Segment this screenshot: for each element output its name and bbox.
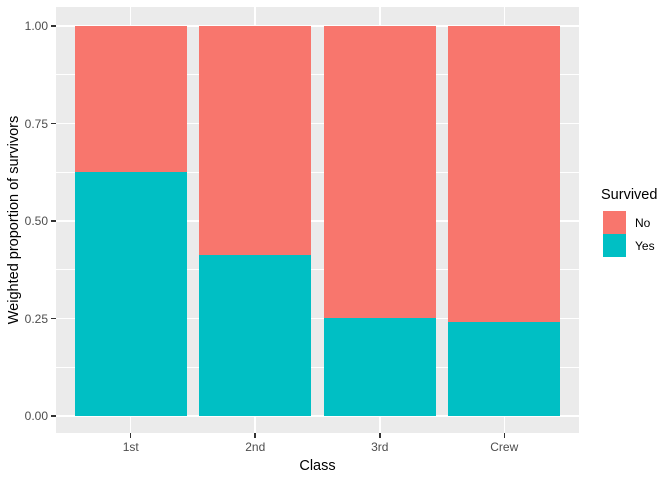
gridline-major xyxy=(56,415,579,417)
y-tick-mark xyxy=(51,415,56,417)
bar-segment-yes xyxy=(199,254,312,416)
bar-1st xyxy=(74,26,187,416)
bar-2nd xyxy=(199,26,312,416)
y-tick-mark xyxy=(51,317,56,320)
legend-entry-yes: Yes xyxy=(603,234,657,257)
gridline-minor xyxy=(56,269,579,271)
y-tick-label: 1.00 xyxy=(24,19,48,33)
legend-label: Yes xyxy=(635,238,655,253)
x-tick-mark xyxy=(129,433,132,438)
bar-segment-yes xyxy=(323,317,436,416)
legend-label: No xyxy=(635,215,651,230)
x-tick-label: 3rd xyxy=(371,440,389,454)
y-tick-mark xyxy=(51,25,56,27)
legend-key-swatch xyxy=(603,211,626,234)
gridline-minor xyxy=(56,74,579,76)
gridline-minor xyxy=(56,366,579,368)
legend: Survived No Yes xyxy=(601,187,657,257)
x-tick-label: 1st xyxy=(122,440,139,454)
x-axis-title: Class xyxy=(299,458,336,474)
bar-segment-no xyxy=(199,26,312,255)
gridline-major xyxy=(56,25,579,27)
bar-segment-no xyxy=(323,26,436,318)
bar-segment-yes xyxy=(74,172,187,416)
legend-entries: No Yes xyxy=(603,211,657,257)
bar-crew xyxy=(448,26,561,416)
x-tick-mark xyxy=(503,433,506,438)
bar-segment-no xyxy=(448,26,561,323)
x-tick-label: Crew xyxy=(490,440,519,454)
gridline-major xyxy=(56,317,579,320)
bar-3rd xyxy=(323,26,436,416)
x-tick-mark xyxy=(254,433,256,438)
gridline-major xyxy=(56,122,579,125)
y-tick-mark xyxy=(51,122,56,125)
legend-title: Survived xyxy=(601,187,658,203)
y-tick-label: 0.00 xyxy=(24,409,48,423)
y-tick-label: 0.25 xyxy=(24,311,48,326)
bar-segment-yes xyxy=(448,322,561,416)
legend-entry-no: No xyxy=(603,211,657,234)
y-tick-mark xyxy=(51,220,56,222)
plot-panel xyxy=(56,7,579,433)
gridline-major xyxy=(56,220,579,222)
x-tick-label: 2nd xyxy=(245,440,266,454)
y-tick-label: 0.75 xyxy=(24,116,48,131)
bar-segment-no xyxy=(74,26,187,173)
x-tick-mark xyxy=(379,433,381,438)
legend-key-swatch xyxy=(603,234,626,257)
gridline-minor xyxy=(56,171,579,173)
y-tick-label: 0.50 xyxy=(24,214,48,228)
